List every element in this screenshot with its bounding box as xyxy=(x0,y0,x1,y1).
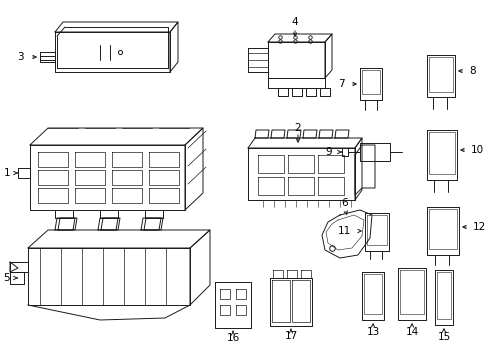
Text: 9: 9 xyxy=(325,147,331,157)
Text: 13: 13 xyxy=(366,327,379,337)
Text: 3: 3 xyxy=(18,52,24,62)
Text: 10: 10 xyxy=(470,145,483,155)
Text: 15: 15 xyxy=(436,332,450,342)
Text: 11: 11 xyxy=(337,226,350,236)
Text: 12: 12 xyxy=(472,222,485,232)
Text: 1: 1 xyxy=(3,168,10,178)
Text: 17: 17 xyxy=(284,331,297,341)
Text: 5: 5 xyxy=(3,273,10,283)
Text: 16: 16 xyxy=(226,333,239,343)
Text: 6: 6 xyxy=(341,198,347,208)
Text: 14: 14 xyxy=(405,327,418,337)
Text: 4: 4 xyxy=(291,17,298,27)
Text: 2: 2 xyxy=(294,123,301,133)
Text: 7: 7 xyxy=(338,79,345,89)
Text: 8: 8 xyxy=(468,66,475,76)
